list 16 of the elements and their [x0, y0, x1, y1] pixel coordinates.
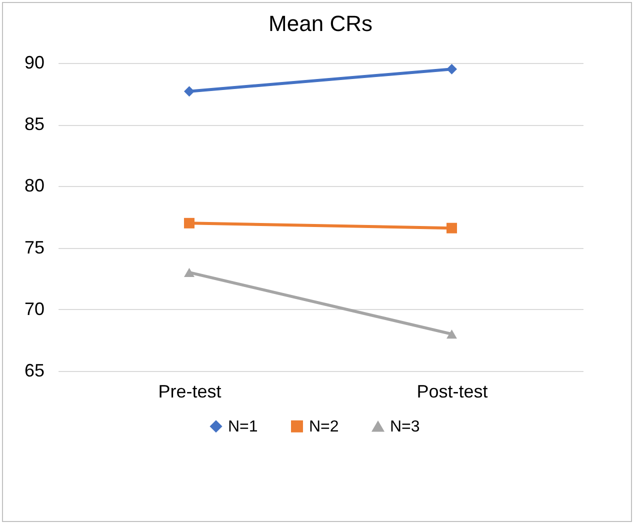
y-tick-label: 70 — [24, 298, 44, 319]
x-tick-label: Pre-test — [158, 382, 222, 402]
point — [184, 86, 194, 97]
x-tick-label: Post-test — [416, 382, 488, 402]
y-tick-label: 85 — [24, 114, 44, 134]
y-tick-label: 90 — [24, 52, 44, 72]
point — [184, 218, 194, 228]
point — [446, 64, 457, 74]
legend-label: N=3 — [390, 418, 420, 436]
point — [446, 222, 457, 234]
legend-label: N=1 — [228, 418, 258, 436]
y-tick-label: 75 — [24, 237, 44, 258]
legend-label: N=2 — [309, 418, 339, 436]
y-tick-label: 65 — [24, 360, 44, 380]
chart-title: Mean CRs — [268, 11, 372, 36]
y-tick-label: 80 — [24, 176, 44, 196]
